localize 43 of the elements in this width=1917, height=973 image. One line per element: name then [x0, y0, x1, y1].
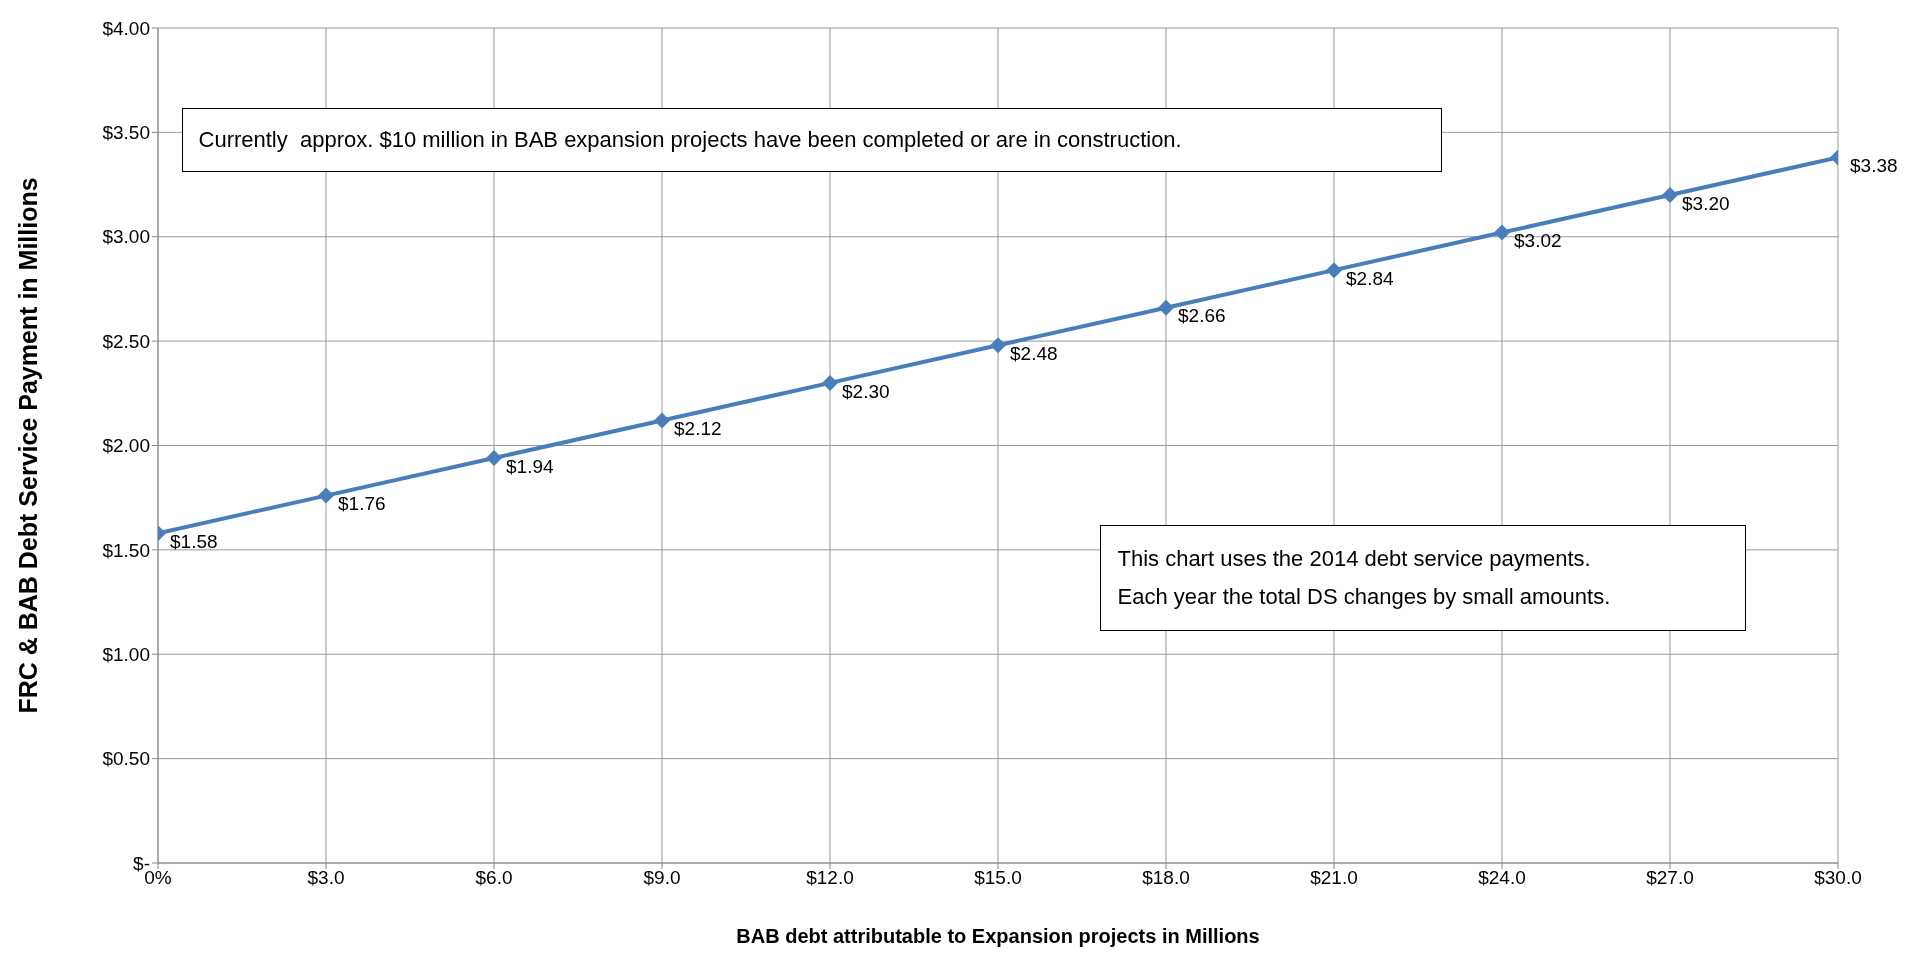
x-tick-label: $18.0: [1142, 867, 1190, 889]
y-tick-label: $0.50: [102, 748, 150, 770]
y-axis-title: FRC & BAB Debt Service Payment in Millions: [13, 177, 42, 714]
y-tick-label: $3.50: [102, 122, 150, 144]
data-label: $2.12: [674, 418, 722, 440]
data-label: $2.66: [1178, 305, 1226, 327]
data-label: $2.48: [1010, 343, 1058, 365]
x-tick-label: $3.0: [307, 867, 345, 889]
x-tick-label: $21.0: [1310, 867, 1358, 889]
y-tick-label: $2.00: [102, 435, 150, 457]
point: [654, 412, 670, 429]
x-tick-label: $12.0: [806, 867, 854, 889]
point: [1494, 224, 1510, 241]
data-label: $1.58: [170, 530, 218, 552]
point: [1326, 262, 1342, 279]
data-label: $3.38: [1850, 155, 1898, 177]
data-label: $2.30: [842, 380, 890, 402]
point: [318, 487, 334, 504]
y-tick-label: $2.50: [102, 330, 150, 352]
point: [1158, 299, 1174, 316]
x-tick-label: 0%: [144, 867, 172, 889]
data-label: $3.02: [1514, 230, 1562, 252]
note-box: Currently approx. $10 million in BAB expansion projects have been completed or are in construction.: [181, 108, 1442, 173]
x-tick-label: $6.0: [475, 867, 513, 889]
point: [822, 374, 838, 391]
x-tick-label: $9.0: [643, 867, 681, 889]
x-tick-label: $15.0: [974, 867, 1022, 889]
point: [1662, 187, 1678, 203]
data-label: $3.20: [1682, 192, 1730, 214]
y-tick-label: $1.00: [102, 643, 150, 665]
x-tick-label: $27.0: [1646, 867, 1694, 889]
point: [990, 337, 1006, 354]
y-tick-label: $1.50: [102, 539, 150, 561]
x-axis-title: BAB debt attributable to Expansion projects in Millions: [736, 925, 1260, 947]
data-label: $1.94: [506, 455, 554, 477]
x-tick-label: $30.0: [1814, 867, 1862, 889]
data-label: $2.84: [1346, 267, 1394, 289]
data-label: $1.76: [338, 493, 386, 515]
y-tick-label: $3.00: [102, 226, 150, 248]
note-box: This chart uses the 2014 debt service payments. Each year the total DS changes by small amounts.: [1100, 524, 1746, 631]
y-tick-label: $4.00: [102, 17, 150, 39]
point: [486, 450, 502, 467]
x-tick-label: $24.0: [1478, 867, 1526, 889]
